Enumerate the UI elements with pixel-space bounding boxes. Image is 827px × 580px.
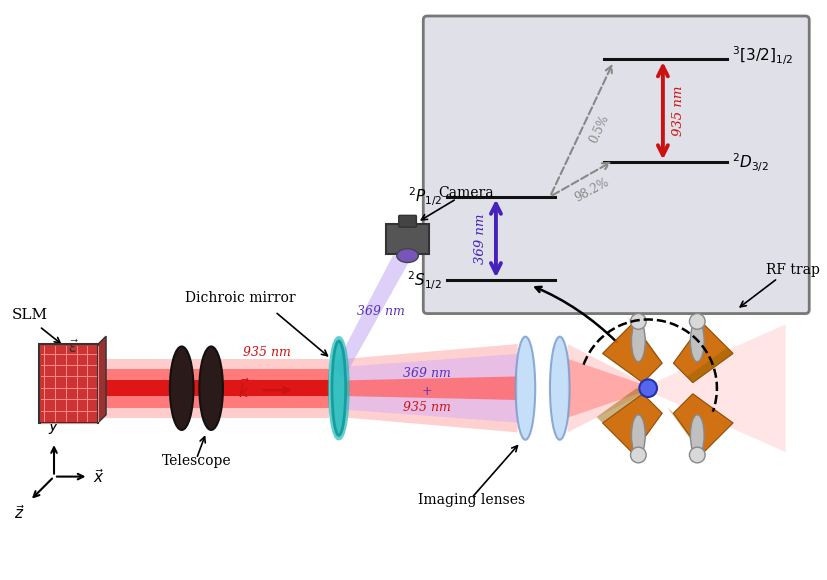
Text: $^3[3/2]_{1/2}$: $^3[3/2]_{1/2}$ (731, 44, 792, 67)
Polygon shape (626, 317, 662, 363)
Text: 935 nm: 935 nm (672, 85, 684, 136)
Polygon shape (672, 323, 732, 383)
Polygon shape (347, 354, 517, 423)
Polygon shape (100, 368, 328, 408)
Text: $\vec{\epsilon}$: $\vec{\epsilon}$ (68, 338, 79, 356)
Text: 98.2%: 98.2% (571, 176, 610, 205)
Text: 369 nm: 369 nm (356, 305, 404, 318)
Text: 935 nm: 935 nm (403, 401, 451, 414)
Ellipse shape (199, 346, 222, 430)
Text: Telescope: Telescope (161, 454, 231, 468)
Text: 369 nm: 369 nm (403, 367, 451, 380)
Polygon shape (98, 336, 106, 423)
Text: $\vec{z}$: $\vec{z}$ (14, 503, 25, 521)
Polygon shape (667, 407, 701, 454)
Circle shape (689, 447, 705, 463)
Text: 0.5%: 0.5% (586, 113, 611, 145)
Polygon shape (567, 359, 648, 418)
Ellipse shape (332, 341, 345, 436)
Polygon shape (567, 344, 648, 433)
Polygon shape (602, 394, 662, 454)
Text: Imaging lenses: Imaging lenses (418, 493, 524, 507)
Ellipse shape (631, 415, 644, 456)
Text: $^2S_{1/2}$: $^2S_{1/2}$ (407, 269, 442, 292)
Circle shape (629, 314, 645, 329)
Text: Camera: Camera (438, 186, 494, 200)
FancyBboxPatch shape (399, 215, 416, 227)
FancyBboxPatch shape (423, 16, 808, 314)
Polygon shape (347, 344, 517, 433)
Ellipse shape (396, 249, 418, 263)
Text: 935 nm: 935 nm (243, 346, 291, 360)
Ellipse shape (549, 336, 569, 440)
Ellipse shape (690, 415, 703, 456)
Polygon shape (648, 324, 785, 452)
Text: +: + (422, 385, 432, 398)
Polygon shape (385, 224, 428, 253)
Polygon shape (602, 323, 662, 383)
Ellipse shape (515, 336, 534, 440)
Text: RF trap: RF trap (765, 263, 819, 277)
Text: Dichroic mirror: Dichroic mirror (185, 291, 295, 304)
Polygon shape (672, 394, 732, 454)
Polygon shape (100, 359, 328, 418)
Text: $\vec{y}$: $\vec{y}$ (48, 416, 60, 437)
Ellipse shape (690, 320, 703, 362)
Circle shape (689, 314, 705, 329)
Polygon shape (333, 256, 412, 378)
Text: $\vec{k}$: $\vec{k}$ (238, 378, 250, 402)
Polygon shape (39, 344, 98, 423)
Polygon shape (347, 376, 517, 400)
Circle shape (638, 379, 656, 397)
Polygon shape (686, 347, 732, 383)
Text: SLM: SLM (12, 309, 47, 322)
Text: $^2P_{1/2}$: $^2P_{1/2}$ (407, 186, 442, 208)
Circle shape (629, 447, 645, 463)
Polygon shape (100, 380, 328, 396)
Text: $\vec{x}$: $\vec{x}$ (93, 467, 105, 485)
Polygon shape (596, 388, 642, 423)
Ellipse shape (170, 346, 194, 430)
Text: $^2D_{3/2}$: $^2D_{3/2}$ (731, 151, 767, 173)
Ellipse shape (631, 320, 644, 362)
Text: 369 nm: 369 nm (473, 213, 486, 264)
